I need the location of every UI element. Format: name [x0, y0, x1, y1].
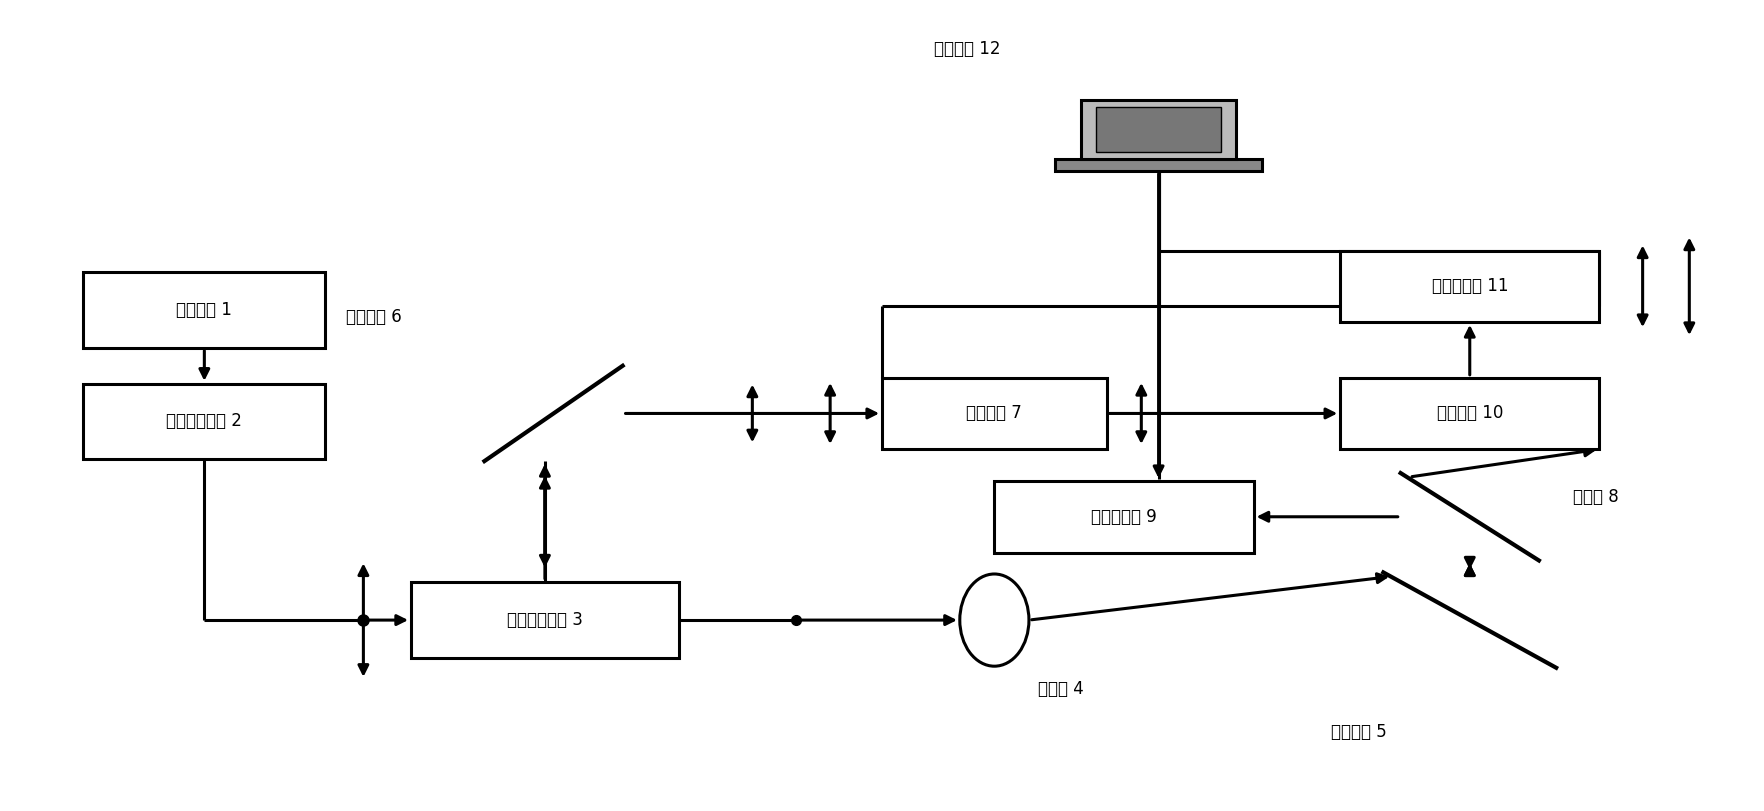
- FancyBboxPatch shape: [83, 272, 325, 348]
- Text: 半波片 4: 半波片 4: [1037, 680, 1083, 697]
- FancyBboxPatch shape: [1055, 159, 1263, 171]
- FancyBboxPatch shape: [1341, 378, 1600, 449]
- FancyBboxPatch shape: [1341, 251, 1600, 322]
- Text: 全反射镜 5: 全反射镜 5: [1332, 723, 1387, 741]
- Text: 被测保偏光纤 2: 被测保偏光纤 2: [166, 413, 242, 431]
- Text: 光电探测器 9: 光电探测器 9: [1092, 508, 1157, 526]
- FancyBboxPatch shape: [1081, 100, 1237, 159]
- Text: 光电探测器 11: 光电探测器 11: [1432, 277, 1508, 295]
- FancyBboxPatch shape: [411, 582, 679, 658]
- Text: 半透镜 8: 半透镜 8: [1573, 488, 1619, 506]
- FancyBboxPatch shape: [882, 378, 1106, 449]
- FancyBboxPatch shape: [995, 481, 1254, 552]
- FancyBboxPatch shape: [1097, 107, 1221, 152]
- Ellipse shape: [960, 574, 1028, 666]
- FancyBboxPatch shape: [83, 384, 325, 459]
- Text: 偏振分束棱镜 3: 偏振分束棱镜 3: [506, 611, 582, 629]
- Text: 控制系统 12: 控制系统 12: [933, 40, 1000, 58]
- Text: 光延迟器 7: 光延迟器 7: [967, 405, 1023, 423]
- Text: 全反射镜 6: 全反射镜 6: [346, 308, 402, 326]
- Text: 偏振光源 1: 偏振光源 1: [176, 301, 233, 319]
- Text: 合束棱镜 10: 合束棱镜 10: [1436, 405, 1503, 423]
